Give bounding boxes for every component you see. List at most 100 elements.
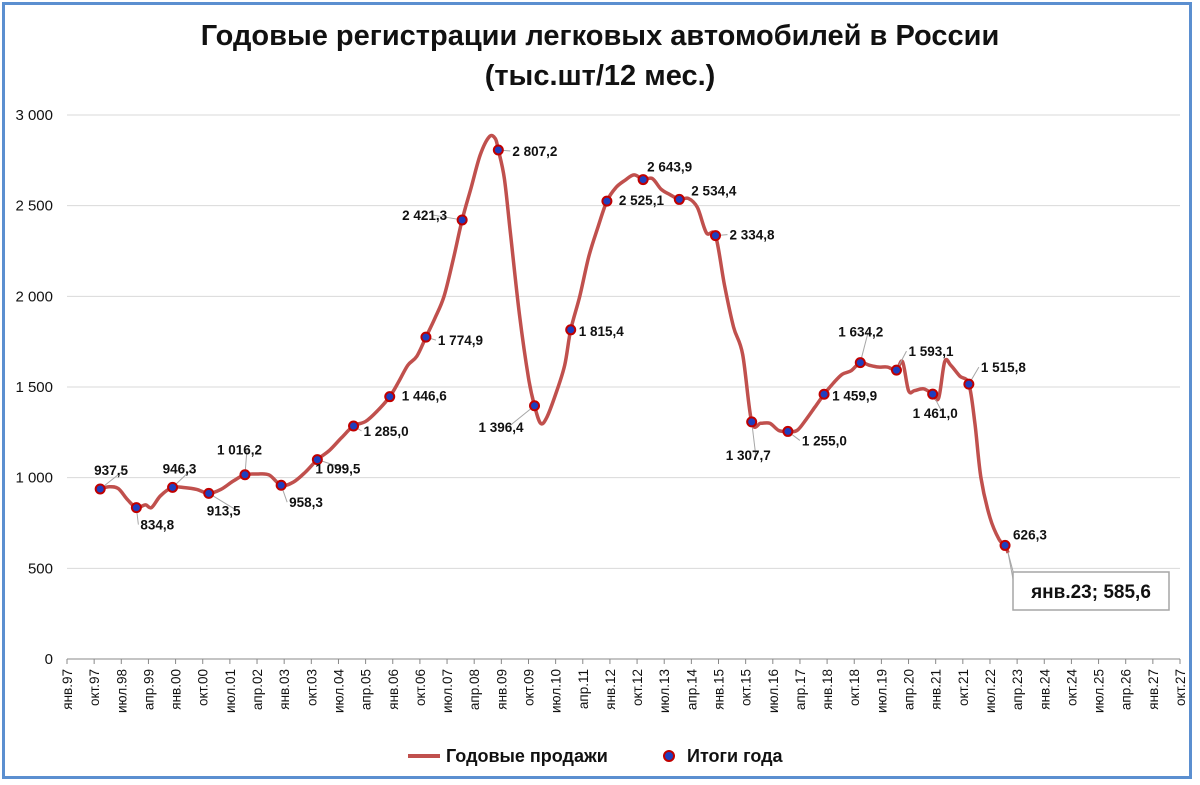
callout-box: [1012, 571, 1170, 611]
x-tick-label: июл.19: [874, 669, 889, 713]
x-tick-label: янв.03: [277, 669, 292, 710]
data-label: 946,3: [163, 461, 197, 476]
data-label: 2 334,8: [729, 228, 775, 243]
year-total-marker: [311, 454, 323, 466]
year-total-marker: [239, 469, 251, 481]
data-label: 1 815,4: [579, 324, 625, 339]
x-tick-label: окт.21: [956, 669, 971, 706]
year-total-marker: [673, 193, 685, 205]
year-total-marker: [94, 483, 106, 495]
x-tick-label: апр.11: [576, 669, 591, 709]
x-tick-label: окт.15: [739, 669, 754, 706]
year-total-marker: [456, 214, 468, 226]
data-label: 913,5: [207, 503, 241, 518]
x-tick-label: апр.23: [1010, 669, 1025, 710]
x-tick-label: окт.27: [1173, 669, 1188, 706]
year-total-marker: [709, 230, 721, 242]
x-tick-label: окт.12: [630, 669, 645, 706]
x-tick-label: июл.13: [657, 669, 672, 713]
x-tick-label: апр.08: [467, 669, 482, 710]
data-label: 1 774,9: [438, 333, 483, 348]
year-total-marker: [203, 487, 215, 499]
y-tick-label: 1 500: [15, 379, 53, 396]
data-label: 626,3: [1013, 527, 1047, 542]
leader-line: [508, 405, 535, 428]
legend-label-year-totals: Итоги года: [687, 746, 784, 766]
year-total-marker: [130, 502, 142, 514]
x-tick-label: апр.20: [902, 669, 917, 710]
x-tick-label: июл.25: [1092, 669, 1107, 713]
x-tick-label: янв.00: [169, 669, 184, 710]
year-total-marker: [348, 420, 360, 432]
x-tick-label: июл.10: [549, 669, 564, 713]
year-total-marker: [384, 391, 396, 403]
year-total-marker: [818, 388, 830, 400]
data-label: 1 099,5: [315, 462, 361, 477]
data-label: 1 461,0: [913, 406, 958, 421]
data-label: 1 307,7: [726, 448, 771, 463]
year-total-marker: [963, 378, 975, 390]
x-tick-label: апр.02: [250, 669, 265, 710]
y-tick-label: 1 000: [15, 470, 53, 487]
legend-label-annual-sales: Годовые продажи: [446, 746, 608, 766]
data-label: 2 643,9: [647, 160, 692, 175]
x-tick-label: апр.05: [359, 669, 374, 710]
legend-marker-swatch: [663, 750, 675, 762]
data-label: 1 515,8: [981, 360, 1027, 375]
data-label: 937,5: [94, 463, 128, 478]
year-total-marker: [420, 331, 432, 343]
y-tick-label: 2 000: [15, 288, 53, 305]
x-tick-label: июл.01: [223, 669, 238, 713]
data-label: 2 421,3: [402, 208, 448, 223]
data-label: 2 807,2: [512, 144, 557, 159]
series-line-annual-sales: [99, 133, 1010, 554]
x-tick-label: окт.09: [521, 669, 536, 706]
year-total-marker: [637, 174, 649, 186]
year-total-marker: [167, 481, 179, 493]
year-total-marker: [890, 364, 902, 376]
year-total-marker: [927, 388, 939, 400]
data-label: 1 396,4: [479, 420, 525, 435]
year-total-marker: [854, 357, 866, 369]
chart-subtitle: (тыс.шт/12 мес.): [484, 60, 716, 92]
data-label: 2 534,4: [691, 183, 737, 198]
x-tick-label: янв.12: [603, 669, 618, 710]
x-tick-label: апр.17: [793, 669, 808, 710]
x-tick-label: янв.97: [60, 669, 75, 710]
x-tick-label: окт.97: [87, 669, 102, 706]
x-tick-label: янв.18: [820, 669, 835, 710]
y-tick-label: 0: [45, 651, 53, 668]
callout-label: янв.23; 585,6: [1030, 582, 1151, 603]
x-tick-label: янв.06: [386, 669, 401, 710]
x-tick-label: апр.26: [1119, 669, 1134, 710]
x-tick-label: апр.14: [684, 669, 699, 711]
data-label: 834,8: [140, 518, 174, 533]
x-tick-label: апр.99: [141, 669, 156, 710]
x-tick-label: окт.03: [304, 669, 319, 706]
year-total-marker: [529, 400, 541, 412]
year-total-marker: [601, 195, 613, 207]
y-tick-label: 3 000: [15, 107, 53, 124]
year-total-marker: [782, 425, 794, 437]
x-tick-label: июл.04: [331, 669, 346, 714]
year-total-marker: [746, 416, 758, 428]
x-tick-label: янв.27: [1146, 669, 1161, 710]
data-label: 1 593,1: [908, 344, 954, 359]
year-total-marker: [275, 479, 287, 491]
data-label: 1 634,2: [838, 325, 883, 340]
data-label: 1 459,9: [832, 388, 877, 403]
y-tick-label: 2 500: [15, 198, 53, 215]
x-tick-label: янв.09: [494, 669, 509, 710]
y-tick-label: 500: [28, 560, 53, 577]
x-tick-label: окт.18: [847, 669, 862, 706]
data-label: 1 016,2: [217, 443, 262, 458]
x-tick-label: янв.15: [712, 669, 727, 710]
leader-line: [751, 421, 757, 455]
data-label: 2 525,1: [619, 193, 665, 208]
year-total-marker: [999, 539, 1011, 551]
x-tick-label: июл.22: [983, 669, 998, 713]
data-label: 1 285,0: [364, 424, 409, 439]
data-label: 1 446,6: [402, 389, 448, 404]
x-tick-label: июл.16: [766, 669, 781, 713]
